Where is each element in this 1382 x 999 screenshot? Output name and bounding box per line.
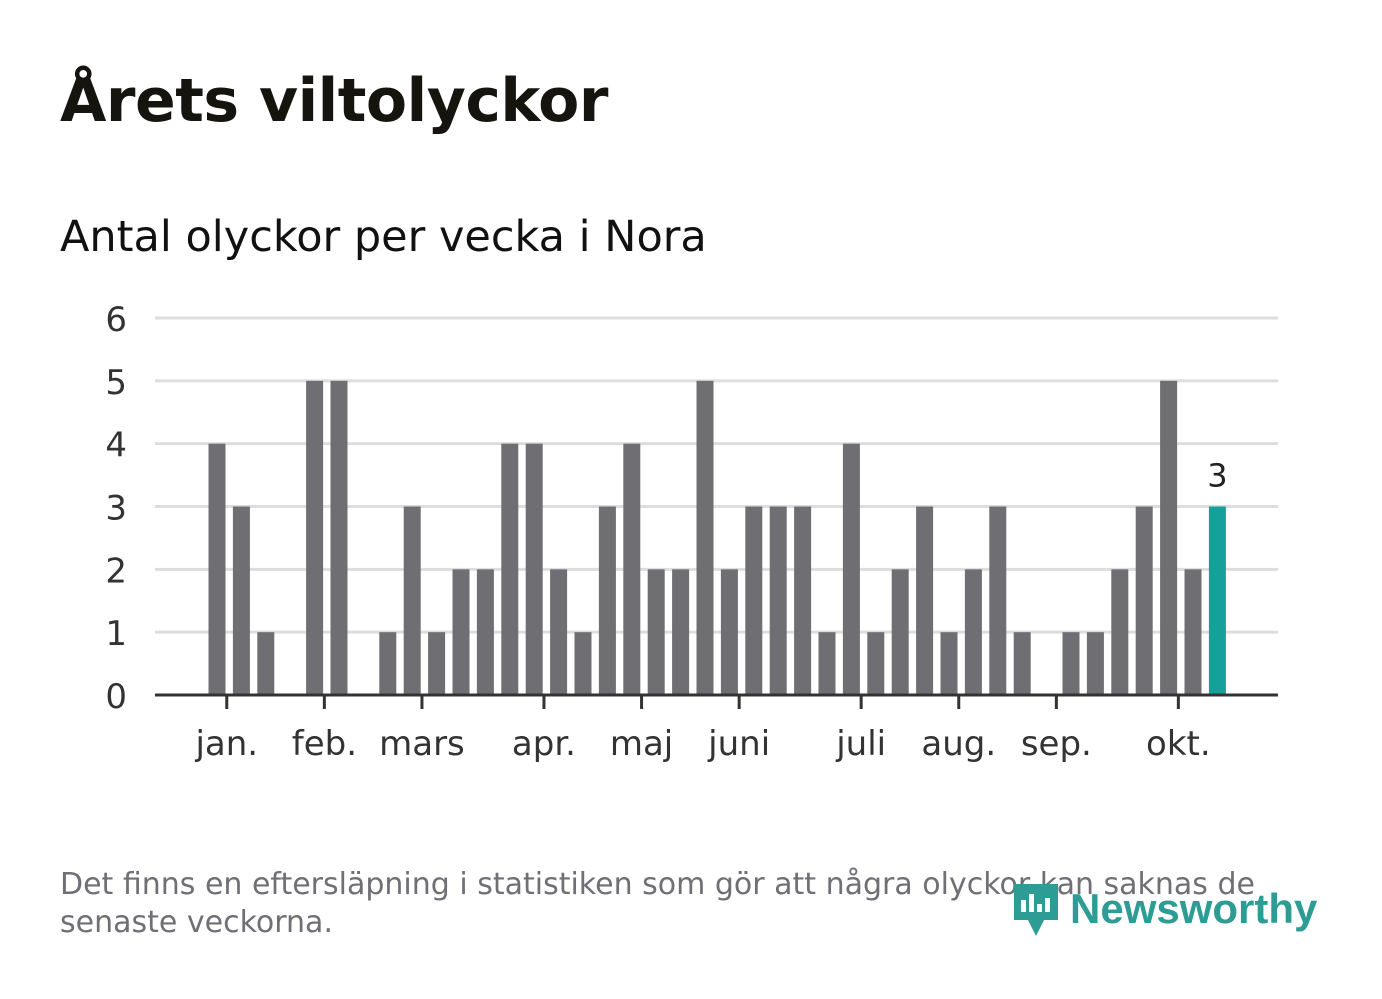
- x-axis-ticks: jan. feb. mars apr. maj juni juli aug. sep. okt.: [194, 695, 1211, 764]
- bar-week-39: [1135, 506, 1153, 695]
- bar-week-23: [745, 506, 763, 695]
- bar-week-40: [1160, 380, 1178, 695]
- x-tick-label: sep.: [1021, 724, 1092, 764]
- bar-week-31: [940, 632, 958, 695]
- x-tick-label: apr.: [512, 724, 576, 764]
- bar-week-34: [1013, 632, 1031, 695]
- x-tick-label: okt.: [1146, 724, 1211, 764]
- bar-week-13: [501, 443, 519, 695]
- y-axis-ticks: 0 1 2 3 4 5 6: [105, 300, 127, 717]
- x-tick-label: aug.: [921, 724, 996, 764]
- data-labels: 3: [1207, 457, 1227, 495]
- bar-week-21: [696, 380, 714, 695]
- bar-week-18: [623, 443, 641, 695]
- bar-week-19: [647, 569, 665, 695]
- y-tick-label: 2: [105, 551, 127, 591]
- bar-week-41: [1184, 569, 1202, 695]
- bar-week-26: [818, 632, 836, 695]
- bar-week-30: [916, 506, 934, 695]
- bar-week-38: [1111, 569, 1129, 695]
- logo-text: Newsworthy: [1070, 885, 1318, 932]
- bar-week-15: [550, 569, 568, 695]
- x-tick-label: jan.: [194, 724, 258, 764]
- bar-week-25: [794, 506, 812, 695]
- y-tick-label: 6: [105, 300, 127, 340]
- bar-week-36: [1062, 632, 1080, 695]
- bar-week-16: [574, 632, 592, 695]
- chart-title: Årets viltolyckor: [60, 66, 609, 136]
- bar-week-24: [769, 506, 787, 695]
- bar-week-9: [403, 506, 421, 695]
- bar-week-37: [1086, 632, 1104, 695]
- x-tick-label: mars: [379, 724, 465, 764]
- x-tick-label: maj: [610, 724, 673, 764]
- y-tick-label: 5: [105, 363, 127, 403]
- bar-week-10: [428, 632, 446, 695]
- bar-week-5: [306, 380, 324, 695]
- y-tick-label: 3: [105, 489, 127, 529]
- y-tick-label: 4: [105, 426, 127, 466]
- data-label-last-week: 3: [1207, 457, 1227, 495]
- bar-week-42: [1208, 506, 1226, 695]
- newsworthy-logo-icon: [1014, 884, 1058, 936]
- bar-week-1: [208, 443, 226, 695]
- chart-subtitle: Antal olyckor per vecka i Nora: [60, 212, 707, 262]
- bar-week-28: [867, 632, 885, 695]
- x-tick-label: juli: [835, 724, 886, 764]
- newsworthy-logo: Newsworthy: [1010, 878, 1317, 940]
- bars: [208, 380, 1226, 695]
- bar-week-32: [964, 569, 982, 695]
- y-tick-label: 1: [105, 614, 127, 654]
- bar-week-33: [989, 506, 1007, 695]
- bar-week-8: [379, 632, 397, 695]
- bar-week-14: [525, 443, 543, 695]
- bar-week-29: [891, 569, 909, 695]
- bar-week-6: [330, 380, 348, 695]
- bar-week-22: [720, 569, 738, 695]
- bar-chart: 0 1 2 3 4 5 6 jan. feb. mars apr. maj juni juli aug. s…: [105, 300, 1278, 764]
- x-tick-label: feb.: [292, 724, 357, 764]
- bar-week-2: [232, 506, 250, 695]
- bar-week-11: [452, 569, 470, 695]
- x-tick-label: juni: [707, 724, 770, 764]
- grid-lines: [155, 316, 1278, 634]
- y-tick-label: 0: [105, 677, 127, 717]
- bar-week-17: [598, 506, 616, 695]
- bar-week-27: [842, 443, 860, 695]
- bar-week-3: [257, 632, 275, 695]
- bar-week-20: [672, 569, 690, 695]
- bar-week-12: [476, 569, 494, 695]
